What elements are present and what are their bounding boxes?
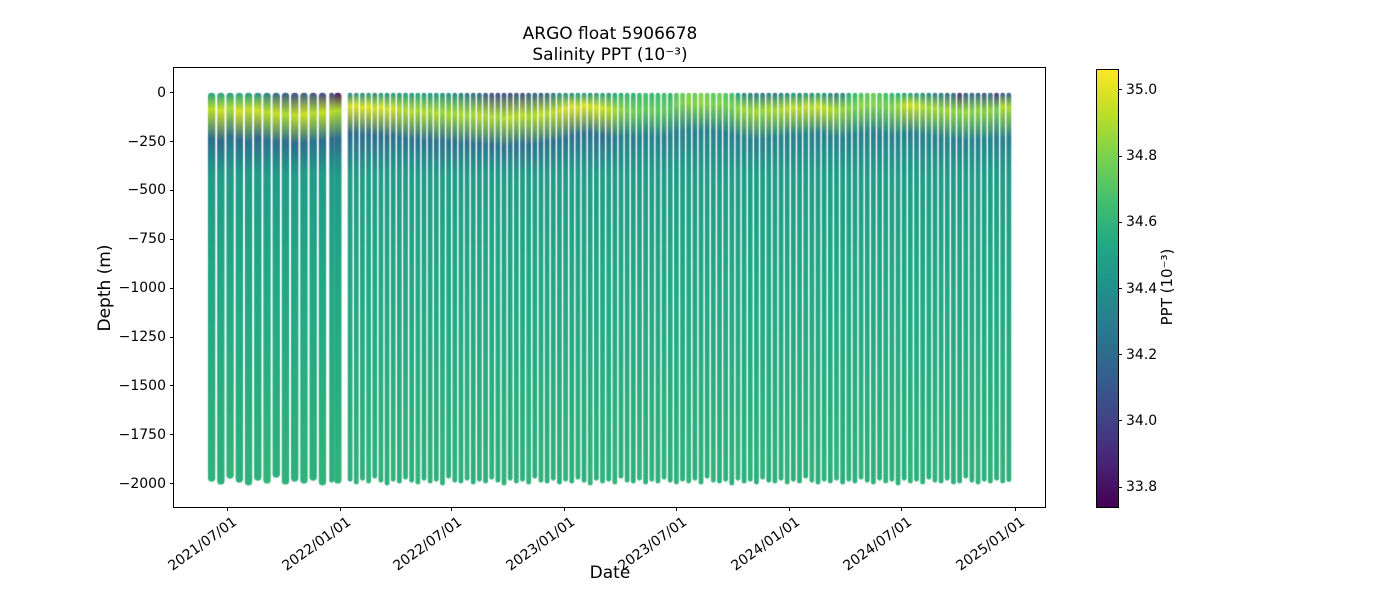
x-axis-tick	[675, 507, 677, 511]
y-axis-tick	[170, 483, 174, 485]
colorbar-tick	[1118, 354, 1122, 356]
x-axis-tick	[564, 507, 566, 511]
x-axis-tick	[901, 507, 903, 511]
y-axis-tick	[170, 92, 174, 94]
y-axis-tick	[170, 434, 174, 436]
y-axis-tick-label: −2000	[118, 475, 166, 492]
x-axis-label: Date	[589, 563, 631, 583]
colorbar-tick-label: 34.2	[1126, 346, 1158, 363]
colorbar-tick	[1118, 420, 1122, 422]
colorbar-tick	[1118, 288, 1122, 289]
y-axis-tick	[170, 385, 174, 387]
y-axis-tick	[170, 238, 174, 240]
colorbar-tick-label: 34.8	[1126, 148, 1158, 165]
colorbar-tick	[1118, 221, 1122, 223]
chart-subtitle: Salinity PPT (10⁻³)	[532, 45, 688, 65]
x-axis-tick-label: 2024/07/01	[840, 514, 916, 575]
colorbar-label: PPT (10⁻³)	[1158, 248, 1176, 326]
x-axis-tick-label: 2022/07/01	[390, 514, 466, 575]
y-axis-tick	[170, 141, 174, 143]
x-axis-tick-label: 2024/01/01	[728, 514, 804, 575]
x-axis-tick	[789, 507, 791, 511]
y-axis-tick	[170, 287, 174, 289]
colorbar-tick	[1118, 486, 1122, 488]
colorbar-tick	[1118, 89, 1122, 91]
y-axis-tick-label: 0	[157, 84, 166, 101]
colorbar-canvas	[1097, 70, 1118, 507]
x-axis-tick-label: 2022/01/01	[278, 514, 354, 575]
colorbar-tick-label: 34.4	[1126, 280, 1158, 297]
y-axis-tick-label: −1000	[118, 280, 166, 297]
y-axis-tick-label: −1750	[118, 426, 166, 443]
colorbar-tick-label: 34.6	[1126, 214, 1158, 231]
y-axis-tick-label: −750	[127, 231, 166, 248]
y-axis-tick-label: −250	[127, 133, 166, 150]
y-axis-tick	[170, 189, 174, 191]
colorbar-tick-label: 33.8	[1126, 479, 1158, 496]
x-axis-tick	[451, 507, 453, 511]
x-axis-tick	[339, 507, 341, 511]
x-axis-tick-label: 2025/01/01	[953, 514, 1029, 575]
colorbar-tick-label: 34.0	[1126, 412, 1158, 429]
profile-heatmap-canvas	[174, 68, 1045, 507]
chart-title: ARGO float 5906678	[522, 24, 698, 44]
y-axis-tick-label: −1250	[118, 329, 166, 346]
y-axis-tick-label: −1500	[118, 377, 166, 394]
x-axis-tick	[1014, 507, 1016, 511]
y-axis-tick	[170, 336, 174, 338]
colorbar-tick	[1118, 155, 1122, 157]
y-axis-tick-label: −500	[127, 182, 166, 199]
x-axis-tick	[226, 507, 228, 511]
x-axis-tick-label: 2021/07/01	[165, 514, 241, 575]
colorbar-tick-label: 35.0	[1126, 81, 1158, 98]
